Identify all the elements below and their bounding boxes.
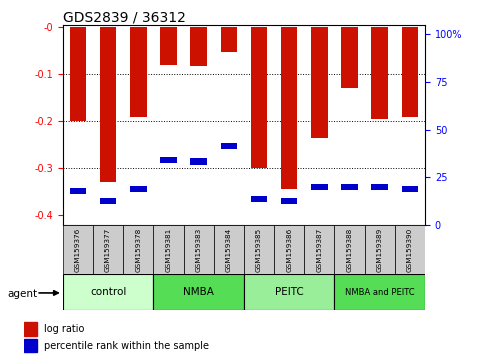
Bar [213,225,244,274]
Bar [70,27,86,121]
Bar [123,225,154,274]
Bar [334,274,425,310]
Text: GSM159376: GSM159376 [75,227,81,272]
Bar [160,27,177,65]
Bar [244,274,334,310]
Bar [311,27,327,138]
Text: GSM159378: GSM159378 [135,227,141,272]
Text: GDS2839 / 36312: GDS2839 / 36312 [63,11,185,25]
Bar [402,186,418,192]
Bar [221,143,237,149]
Text: NMBA: NMBA [183,287,214,297]
Bar [251,27,267,168]
Bar [24,339,38,352]
Bar [130,27,146,116]
Text: agent: agent [7,289,37,299]
Bar [63,274,154,310]
Bar [160,156,177,162]
Text: GSM159384: GSM159384 [226,227,232,272]
Text: GSM159383: GSM159383 [196,227,201,272]
Text: log ratio: log ratio [44,324,85,333]
Text: percentile rank within the sample: percentile rank within the sample [44,341,209,350]
Bar [341,27,358,88]
Bar [190,159,207,165]
Text: GSM159389: GSM159389 [377,227,383,272]
Bar [281,198,298,204]
Text: PEITC: PEITC [275,287,304,297]
Bar [274,225,304,274]
Bar [311,184,327,190]
Bar [281,27,298,189]
Bar [371,27,388,119]
Bar [190,27,207,66]
Text: NMBA and PEITC: NMBA and PEITC [345,287,414,297]
Bar [100,198,116,204]
Bar [371,184,388,190]
Text: GSM159381: GSM159381 [166,227,171,272]
Bar [63,225,93,274]
Text: GSM159387: GSM159387 [316,227,322,272]
Text: GSM159377: GSM159377 [105,227,111,272]
Bar [244,225,274,274]
Bar [334,225,365,274]
Text: GSM159390: GSM159390 [407,227,413,272]
Bar [221,27,237,52]
Bar [154,274,244,310]
Bar [70,188,86,194]
Bar [24,322,38,336]
Bar [402,27,418,116]
Text: control: control [90,287,126,297]
Bar [304,225,334,274]
Bar [130,186,146,192]
Bar [341,184,358,190]
Bar [93,225,123,274]
Bar [395,225,425,274]
Bar [365,225,395,274]
Text: GSM159388: GSM159388 [347,227,353,272]
Bar [251,196,267,202]
Bar [100,27,116,182]
Bar [154,225,184,274]
Text: GSM159385: GSM159385 [256,227,262,272]
Text: GSM159386: GSM159386 [286,227,292,272]
Bar [184,225,213,274]
